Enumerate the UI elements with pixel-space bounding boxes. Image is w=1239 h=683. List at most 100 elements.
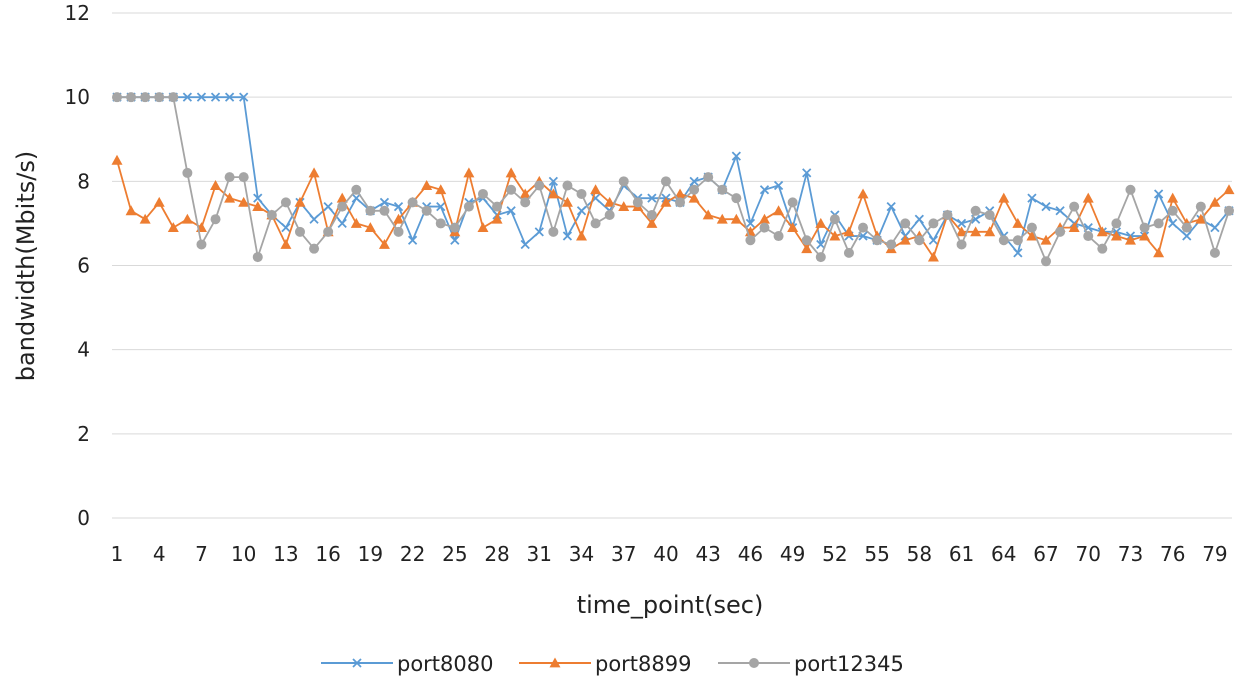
data-point-port8899 [857, 188, 869, 199]
marker-stroke [647, 193, 657, 203]
data-point-port8899 [294, 196, 306, 207]
data-point-port12345 [477, 188, 488, 199]
data-point-port12345 [576, 188, 587, 199]
data-point-port12345 [252, 252, 263, 263]
data-point-port12345 [998, 235, 1009, 246]
data-point-port8899 [674, 188, 686, 199]
data-point-port12345 [393, 226, 404, 237]
data-point-port8899 [758, 213, 770, 224]
x-tick-label: 4 [153, 542, 166, 566]
data-point-port8899 [716, 213, 728, 224]
data-point-port12345 [1083, 231, 1094, 242]
data-point-port12345 [1097, 243, 1108, 254]
data-point-port8899 [505, 167, 517, 178]
data-point-port12345 [590, 218, 601, 229]
data-point-port12345 [717, 184, 728, 195]
data-point-port8899 [688, 192, 700, 203]
data-point-port8080 [773, 180, 784, 191]
data-point-port12345 [815, 252, 826, 263]
data-point-port8080 [914, 214, 924, 224]
x-tick-label: 16 [315, 542, 340, 566]
data-point-port8899 [350, 217, 362, 228]
x-tick-label: 37 [611, 542, 636, 566]
data-point-port8080 [436, 201, 446, 212]
y-tick-label: 6 [77, 254, 90, 278]
y-tick-label: 10 [65, 85, 90, 109]
data-point-port12345 [1209, 247, 1220, 258]
data-point-port12345 [548, 226, 559, 237]
data-point-port12345 [928, 218, 939, 229]
data-point-port8899 [1223, 184, 1235, 195]
data-point-port12345 [1041, 256, 1052, 267]
data-point-port12345 [112, 92, 122, 103]
data-point-port8899 [927, 251, 939, 262]
x-tick-label: 49 [780, 542, 805, 566]
data-point-port8080 [1168, 218, 1178, 229]
data-point-port12345 [309, 243, 320, 254]
legend: port8080 port8899 port12345 [321, 652, 904, 676]
legend-item-port12345: port12345 [718, 652, 904, 676]
x-tick-label: 67 [1033, 542, 1058, 566]
data-point-port8899 [463, 167, 475, 178]
data-point-port8899 [730, 213, 742, 224]
marker-stroke [210, 92, 221, 102]
data-point-port12345 [435, 218, 446, 229]
data-point-port8080 [689, 176, 699, 186]
data-point-port12345 [323, 226, 334, 237]
data-point-port8899 [773, 205, 785, 216]
data-point-port12345 [1153, 218, 1164, 229]
data-point-port8899 [1195, 213, 1207, 224]
marker-stroke [281, 222, 291, 233]
data-point-port8899 [364, 222, 376, 233]
data-point-port8080 [759, 185, 770, 195]
data-point-port12345 [604, 210, 615, 220]
x-tick-label: 31 [527, 542, 552, 566]
data-point-port12345 [463, 201, 474, 212]
data-point-port12345 [1069, 201, 1080, 212]
marker-stroke [773, 180, 784, 191]
data-point-port8899 [787, 222, 799, 233]
data-point-port12345 [168, 92, 179, 103]
data-point-port12345 [675, 197, 686, 208]
marker-stroke [562, 231, 573, 241]
data-point-port8080 [210, 92, 221, 102]
data-point-port8080 [1027, 193, 1037, 203]
data-point-port12345 [140, 92, 151, 103]
x-tick-label: 52 [822, 542, 847, 566]
data-point-port8899 [153, 196, 165, 207]
marker-stroke [309, 214, 319, 224]
data-point-port8899 [576, 230, 588, 241]
data-point-port12345 [365, 205, 376, 216]
data-point-port8899 [519, 188, 531, 199]
data-point-port8080 [745, 218, 756, 229]
data-point-port8899 [210, 180, 222, 190]
marker-stroke [520, 239, 530, 250]
data-point-port8080 [506, 206, 516, 216]
data-point-port12345 [1111, 218, 1122, 229]
x-axis-ticks: 1 4 7 10 13 16 19 22 25 28 31 34 37 40 43 46 49 52 55 58 61 6… [111, 542, 1228, 566]
x-tick-label: 73 [1118, 542, 1143, 566]
marker-stroke [858, 231, 868, 241]
data-point-port8080 [886, 201, 896, 212]
data-point-port12345 [520, 197, 531, 208]
data-point-port8080 [731, 151, 741, 161]
data-point-port12345 [829, 214, 840, 225]
data-point-port8080 [337, 218, 347, 229]
legend-label-port8080: port8080 [397, 652, 494, 676]
data-point-port8899 [547, 188, 559, 199]
data-point-port12345 [689, 184, 700, 195]
data-point-port8899 [125, 205, 137, 216]
data-point-port12345 [379, 205, 390, 216]
data-point-port8899 [998, 192, 1010, 203]
legend-marker-port8080 [352, 658, 362, 668]
marker-stroke [731, 151, 741, 161]
y-tick-label: 12 [65, 1, 90, 25]
legend-label-port12345: port12345 [794, 652, 904, 676]
marker-stroke [506, 206, 516, 216]
data-point-port8080 [323, 201, 333, 212]
data-point-port8080 [1041, 201, 1051, 212]
data-point-port12345 [646, 210, 657, 220]
x-tick-label: 55 [864, 542, 889, 566]
data-point-port12345 [449, 222, 460, 233]
data-point-port8899 [843, 226, 855, 237]
